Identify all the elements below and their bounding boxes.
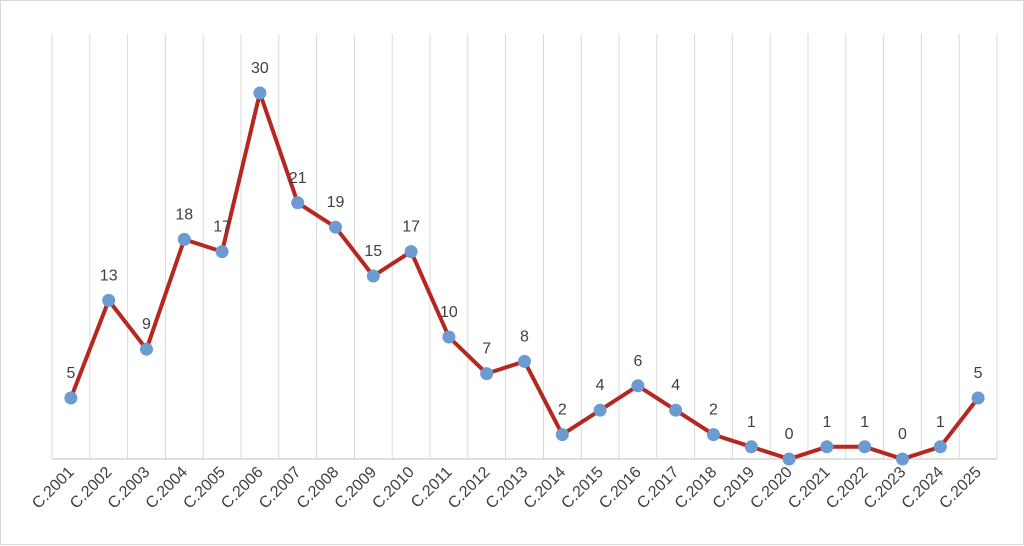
data-label: 30 bbox=[251, 60, 269, 77]
data-point bbox=[820, 440, 834, 454]
data-label: 19 bbox=[327, 194, 345, 211]
data-point bbox=[253, 86, 267, 100]
data-label: 4 bbox=[671, 377, 680, 394]
data-point bbox=[933, 440, 947, 454]
data-label: 1 bbox=[860, 414, 869, 431]
data-point bbox=[555, 428, 569, 442]
data-label: 13 bbox=[100, 267, 118, 284]
data-label: 4 bbox=[596, 377, 605, 394]
data-label: 0 bbox=[785, 426, 794, 443]
data-label: 2 bbox=[558, 402, 567, 419]
data-point bbox=[329, 220, 342, 234]
data-label: 17 bbox=[402, 219, 420, 236]
data-label: 2 bbox=[709, 402, 718, 419]
data-label: 1 bbox=[822, 414, 831, 431]
data-point bbox=[518, 354, 531, 368]
data-label: 10 bbox=[440, 304, 458, 321]
data-point bbox=[177, 232, 191, 246]
data-point bbox=[442, 330, 456, 344]
data-point bbox=[971, 391, 985, 405]
data-point bbox=[669, 403, 683, 417]
x-tick-label: C.2025 bbox=[936, 464, 985, 513]
data-point bbox=[593, 403, 607, 417]
data-point bbox=[480, 367, 494, 381]
data-point bbox=[404, 245, 418, 259]
series-line bbox=[68, 91, 981, 461]
data-point bbox=[102, 293, 116, 307]
data-point bbox=[366, 269, 380, 283]
data-point bbox=[782, 452, 796, 466]
data-point bbox=[858, 440, 872, 454]
x-tick-label: C.2010 bbox=[369, 464, 418, 513]
data-label: 1 bbox=[936, 414, 945, 431]
data-point bbox=[631, 379, 645, 393]
data-label: 5 bbox=[974, 365, 983, 382]
data-label: 18 bbox=[175, 206, 193, 223]
data-label: 1 bbox=[747, 414, 756, 431]
data-label: 17 bbox=[213, 219, 231, 236]
data-label: 15 bbox=[364, 243, 382, 260]
data-point bbox=[140, 342, 153, 356]
data-label: 0 bbox=[898, 426, 907, 443]
data-point bbox=[215, 245, 229, 259]
data-point bbox=[707, 428, 720, 442]
data-label: 7 bbox=[482, 341, 491, 358]
data-label: 5 bbox=[66, 365, 75, 382]
data-point bbox=[291, 196, 305, 210]
data-label: 21 bbox=[289, 170, 307, 187]
data-point bbox=[744, 440, 758, 454]
data-label: 6 bbox=[633, 353, 642, 370]
data-label: 9 bbox=[142, 316, 151, 333]
data-point bbox=[896, 452, 909, 466]
data-label: 8 bbox=[520, 328, 529, 345]
data-point bbox=[64, 391, 78, 405]
